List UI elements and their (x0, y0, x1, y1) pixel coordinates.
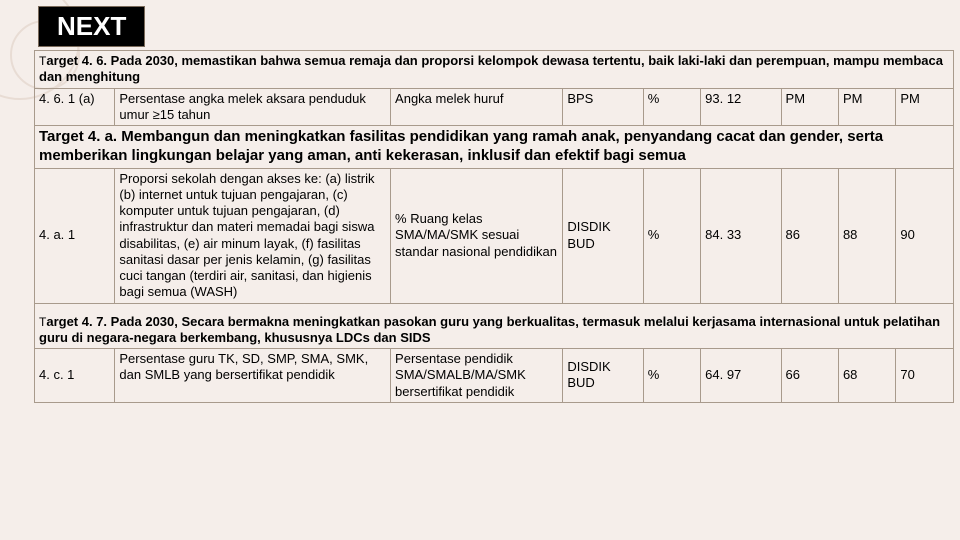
target-4-a-header: Target 4. a. Membangun dan meningkatkan … (35, 126, 954, 169)
cell-base: 84. 33 (701, 168, 781, 303)
cell-v2: 68 (838, 349, 895, 403)
cell-source: DISDIK BUD (563, 168, 643, 303)
target-4-a-text: Target 4. a. Membangun dan meningkatkan … (35, 126, 954, 169)
cell-indicator: Persentase pendidik SMA/SMALB/MA/SMK ber… (391, 349, 563, 403)
cell-desc: Persentase angka melek aksara penduduk u… (115, 88, 391, 126)
row-4-6-1: 4. 6. 1 (a) Persentase angka melek aksar… (35, 88, 954, 126)
content-area: Target 4. 6. Pada 2030, memastikan bahwa… (34, 50, 954, 403)
cell-code: 4. a. 1 (35, 168, 115, 303)
target-body: arget 4. 6. Pada 2030, memastikan bahwa … (39, 53, 943, 84)
cell-source: DISDIK BUD (563, 349, 643, 403)
cell-v1: 86 (781, 168, 838, 303)
cell-base: 64. 97 (701, 349, 781, 403)
cell-v3: 70 (896, 349, 954, 403)
cell-unit: % (643, 349, 700, 403)
target-body: arget 4. 7. Pada 2030, Secara bermakna m… (39, 314, 940, 345)
target-4-7-header: Target 4. 7. Pada 2030, Secara bermakna … (35, 303, 954, 349)
target-4-6-text: Target 4. 6. Pada 2030, memastikan bahwa… (35, 51, 954, 89)
cell-indicator: Angka melek huruf (391, 88, 563, 126)
row-4-c-1: 4. c. 1 Persentase guru TK, SD, SMP, SMA… (35, 349, 954, 403)
cell-code: 4. 6. 1 (a) (35, 88, 115, 126)
cell-unit: % (643, 88, 700, 126)
cell-v3: PM (896, 88, 954, 126)
target-4-6-header: Target 4. 6. Pada 2030, memastikan bahwa… (35, 51, 954, 89)
cell-v1: 66 (781, 349, 838, 403)
cell-v3: 90 (896, 168, 954, 303)
cell-code: 4. c. 1 (35, 349, 115, 403)
cell-desc: Proporsi sekolah dengan akses ke: (a) li… (115, 168, 391, 303)
cell-v2: 88 (838, 168, 895, 303)
cell-indicator: % Ruang kelas SMA/MA/SMK sesuai standar … (391, 168, 563, 303)
cell-base: 93. 12 (701, 88, 781, 126)
cell-v2: PM (838, 88, 895, 126)
cell-source: BPS (563, 88, 643, 126)
cell-unit: % (643, 168, 700, 303)
targets-table: Target 4. 6. Pada 2030, memastikan bahwa… (34, 50, 954, 403)
row-4-a-1: 4. a. 1 Proporsi sekolah dengan akses ke… (35, 168, 954, 303)
cell-desc: Persentase guru TK, SD, SMP, SMA, SMK, d… (115, 349, 391, 403)
target-4-7-text: Target 4. 7. Pada 2030, Secara bermakna … (35, 303, 954, 349)
next-button[interactable]: NEXT (38, 6, 145, 47)
cell-v1: PM (781, 88, 838, 126)
